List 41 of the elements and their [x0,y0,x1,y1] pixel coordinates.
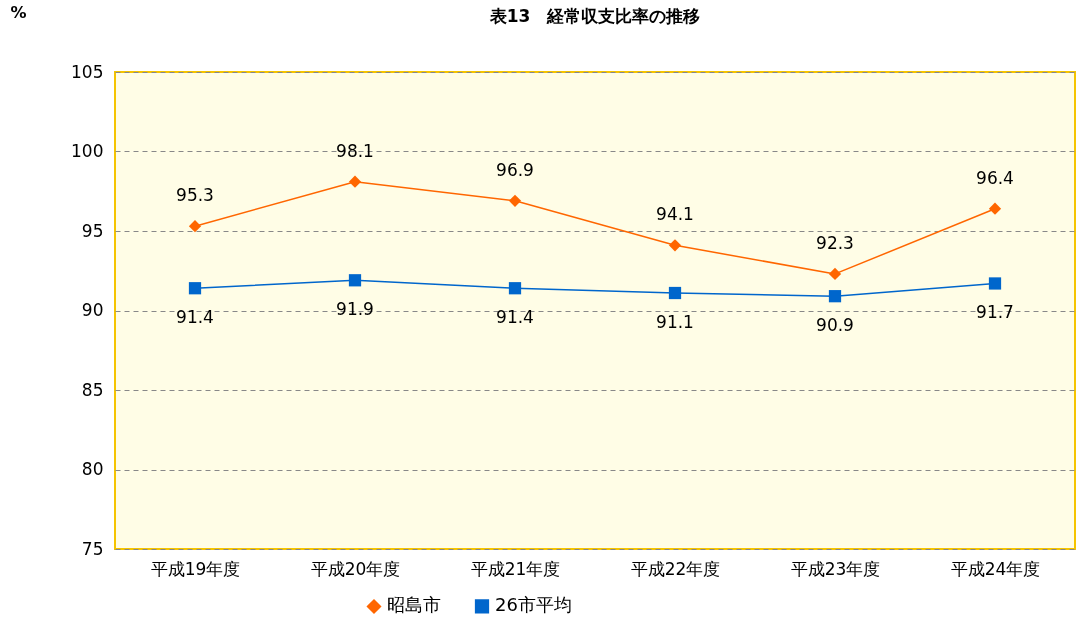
point [188,282,202,295]
data-label: 96.9 [496,159,534,180]
x-tick-label: 平成19年度 [150,558,241,579]
data-label: 95.3 [176,185,214,206]
point [988,202,1002,215]
y-tick-label: 95 [81,220,104,241]
point [828,290,842,303]
data-label: 92.3 [816,232,854,253]
point [188,220,202,233]
x-tick-label: 平成21年度 [470,558,561,579]
legend-label: 26市平均 [495,594,572,616]
y-tick-label: 85 [81,379,104,400]
data-label: 90.9 [816,315,854,336]
data-label: 91.1 [656,312,694,333]
point [668,286,682,300]
y-axis-title: % [10,2,27,22]
data-label: 96.4 [976,167,1014,188]
y-tick-label: 75 [81,538,104,559]
point [508,194,522,207]
x-tick-label: 平成24年度 [950,558,1041,579]
x-tick-label: 平成20年度 [310,558,401,579]
y-tick-label: 100 [71,141,104,161]
data-label: 91.4 [176,307,214,328]
y-tick-label: 90 [81,300,104,320]
y-tick-label: 105 [71,61,104,82]
point [828,267,842,281]
point [988,277,1002,290]
point [668,239,682,252]
point [348,175,362,188]
data-label: 98.1 [336,140,374,161]
x-tick-label: 平成23年度 [790,558,881,579]
data-label: 94.1 [656,204,694,225]
legend-label: 昭島市 [387,594,441,616]
chart-title: 表13 経常収支比率の推移 [488,6,701,26]
point [508,282,522,295]
y-tick-label: 80 [81,459,104,479]
x-tick-label: 平成22年度 [630,558,721,579]
point [348,274,362,287]
data-label: 91.4 [496,307,534,328]
data-label: 91.9 [336,299,374,320]
data-label: 91.7 [976,302,1014,323]
